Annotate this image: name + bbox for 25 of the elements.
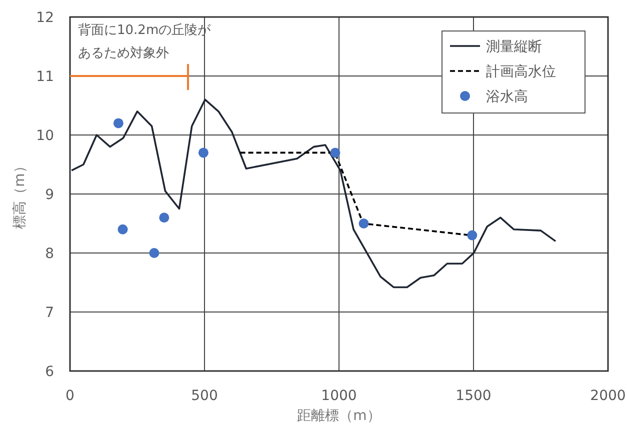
point — [159, 212, 170, 223]
legend-label: 計画高水位 — [486, 64, 556, 80]
point — [113, 118, 124, 128]
y-tick-label: 7 — [45, 305, 54, 321]
x-tick-label: 500 — [191, 388, 218, 404]
point — [467, 230, 478, 240]
legend-label: 測量縦断 — [486, 39, 542, 55]
point — [198, 148, 208, 158]
point — [118, 224, 128, 234]
y-tick-label: 9 — [45, 187, 54, 203]
point — [358, 218, 369, 228]
point — [149, 248, 160, 258]
y-axis-title: 標高（m） — [12, 159, 28, 229]
y-tick-label: 10 — [36, 128, 54, 144]
x-tick-label: 0 — [66, 388, 74, 404]
x-axis-title: 距離標（m） — [297, 408, 381, 424]
y-tick-label: 12 — [36, 10, 54, 26]
point — [330, 148, 340, 158]
y-tick-label: 6 — [45, 364, 54, 380]
x-tick-label: 1000 — [321, 388, 357, 404]
y-tick-label: 11 — [36, 69, 54, 85]
x-tick-label: 1500 — [456, 388, 492, 404]
y-tick-label: 8 — [45, 246, 54, 262]
x-tick-label: 2000 — [590, 388, 626, 404]
legend-label: 浴水高 — [486, 89, 528, 105]
